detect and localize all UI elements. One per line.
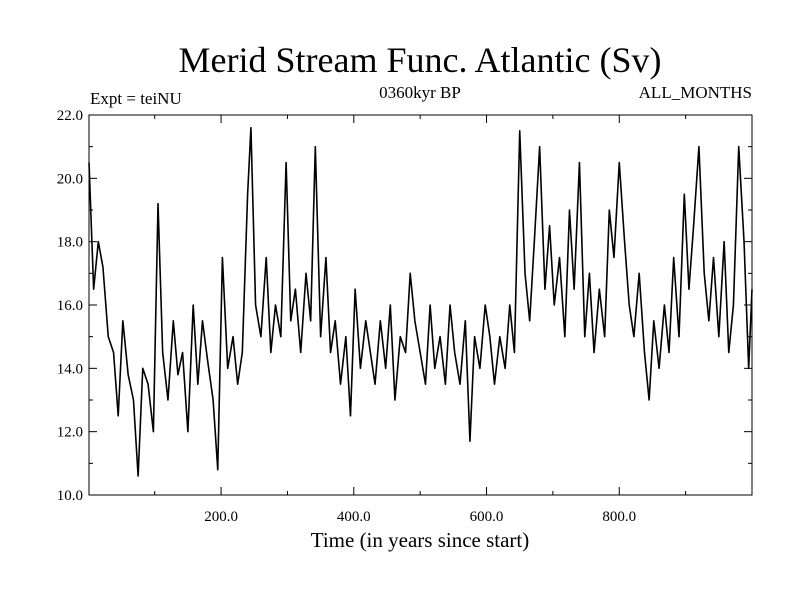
- x-axis-label: Time (in years since start): [311, 528, 530, 552]
- x-tick-label: 600.0: [470, 509, 504, 525]
- x-tick-label: 200.0: [204, 509, 238, 525]
- months-label: ALL_MONTHS: [639, 83, 752, 102]
- chart-subtitle: 0360kyr BP: [379, 83, 461, 102]
- plot-frame: [88, 114, 753, 496]
- x-tick-label: 800.0: [602, 509, 636, 525]
- series-line-0: [88, 126, 753, 477]
- y-tick-label: 12.0: [57, 425, 83, 441]
- y-tick-label: 14.0: [57, 361, 83, 377]
- plot-area: [88, 126, 753, 477]
- y-tick-label: 10.0: [57, 488, 83, 504]
- experiment-label: Expt = teiNU: [90, 89, 182, 108]
- y-tick-label: 20.0: [57, 171, 83, 187]
- y-tick-label: 18.0: [57, 235, 83, 251]
- y-tick-label: 22.0: [57, 108, 83, 124]
- y-tick-label: 16.0: [57, 298, 83, 314]
- chart-title: Merid Stream Func. Atlantic (Sv): [179, 40, 662, 80]
- x-tick-label: 400.0: [337, 509, 371, 525]
